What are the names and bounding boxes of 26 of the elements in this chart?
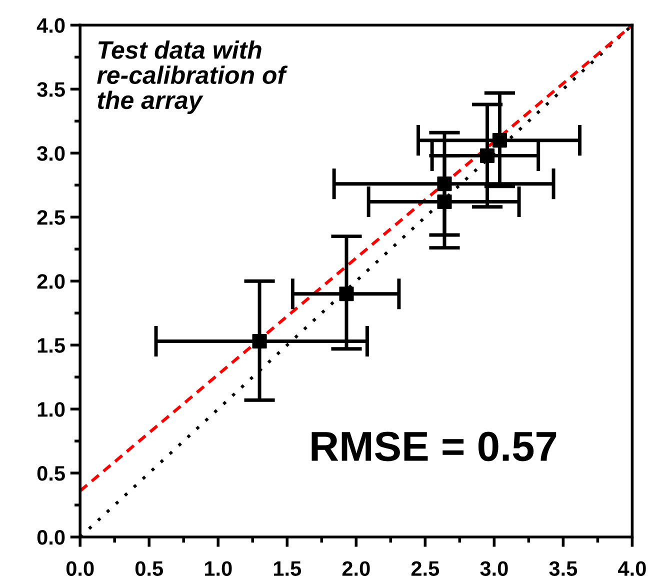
x-tick-label: 1.0 — [204, 561, 232, 576]
point — [437, 176, 452, 192]
y-tick-label: 2.0 — [37, 274, 65, 289]
x-tick-label: 2.0 — [342, 561, 370, 576]
point — [252, 334, 267, 349]
annotation: RMSE = 0.57 — [312, 432, 556, 462]
y-tick-label: 0.5 — [37, 466, 65, 481]
point — [437, 194, 452, 210]
y-tick-label: 1.0 — [38, 402, 65, 417]
point — [480, 148, 495, 163]
point — [492, 133, 507, 148]
x-tick-label: 3.0 — [480, 561, 508, 576]
x-tick-label: 1.5 — [274, 561, 302, 576]
y-tick-label: 2.5 — [37, 210, 65, 225]
y-tick-label: 0.0 — [37, 530, 65, 545]
x-tick-label: 4.0 — [618, 561, 646, 576]
annotation: Test data with re-calibration of the array — [97, 40, 288, 114]
y-tick-label: 3.5 — [37, 82, 65, 97]
y-tick-label: 4.0 — [36, 18, 65, 33]
x-tick-label: 0.5 — [135, 561, 164, 576]
y-tick-label: 1.5 — [38, 338, 65, 353]
x-tick-label: 0.0 — [66, 561, 94, 576]
point — [339, 286, 354, 302]
y-tick-label: 3.0 — [37, 146, 65, 161]
x-tick-label: 3.5 — [549, 561, 578, 576]
x-tick-label: 2.5 — [411, 561, 440, 576]
